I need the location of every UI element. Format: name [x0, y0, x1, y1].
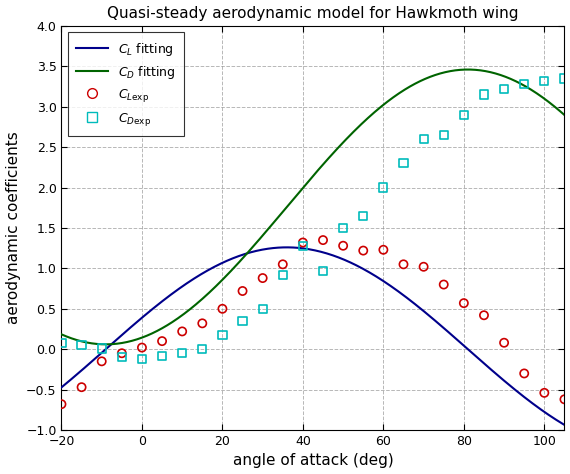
Point — [379, 184, 388, 191]
Point — [379, 246, 388, 254]
Point — [117, 354, 127, 361]
Point — [319, 237, 328, 244]
Point — [258, 274, 267, 282]
Point — [520, 80, 529, 88]
Point — [439, 281, 448, 288]
Point — [97, 357, 106, 365]
Point — [399, 261, 408, 268]
Point — [278, 261, 287, 268]
Point — [258, 305, 267, 312]
Point — [157, 337, 166, 345]
Point — [459, 300, 469, 307]
Point — [359, 247, 368, 255]
Point — [137, 344, 146, 351]
Point — [137, 355, 146, 363]
Point — [540, 77, 549, 85]
Point — [339, 224, 348, 232]
Point — [278, 271, 287, 279]
Point — [560, 74, 569, 82]
Point — [439, 131, 448, 139]
Point — [359, 212, 368, 219]
Point — [419, 135, 428, 143]
Point — [77, 341, 86, 349]
Point — [198, 319, 207, 327]
Point — [57, 339, 66, 346]
Point — [540, 389, 549, 397]
Point — [218, 305, 227, 312]
Point — [419, 263, 428, 271]
Point — [399, 160, 408, 167]
Point — [479, 91, 488, 99]
Point — [238, 287, 247, 295]
Point — [459, 111, 469, 118]
Point — [520, 370, 529, 377]
Point — [157, 352, 166, 359]
Point — [339, 242, 348, 249]
Point — [499, 339, 508, 346]
Point — [97, 345, 106, 352]
Point — [198, 346, 207, 353]
Point — [238, 317, 247, 325]
Point — [298, 242, 307, 249]
Title: Quasi-steady aerodynamic model for Hawkmoth wing: Quasi-steady aerodynamic model for Hawkm… — [107, 6, 519, 20]
Point — [218, 331, 227, 338]
Point — [479, 311, 488, 319]
Point — [178, 328, 187, 335]
Point — [298, 239, 307, 246]
Point — [117, 349, 127, 357]
Point — [57, 401, 66, 408]
Y-axis label: aerodynamic coefficients: aerodynamic coefficients — [6, 132, 21, 324]
Point — [319, 267, 328, 274]
Point — [178, 349, 187, 357]
Point — [77, 383, 86, 391]
Point — [560, 395, 569, 403]
Point — [499, 85, 508, 93]
Legend: $C_L$ fitting, $C_D$ fitting, $C_{L\mathregular{exp}}$, $C_{D\mathregular{exp}}$: $C_L$ fitting, $C_D$ fitting, $C_{L\math… — [68, 32, 184, 137]
X-axis label: angle of attack (deg): angle of attack (deg) — [233, 454, 393, 468]
